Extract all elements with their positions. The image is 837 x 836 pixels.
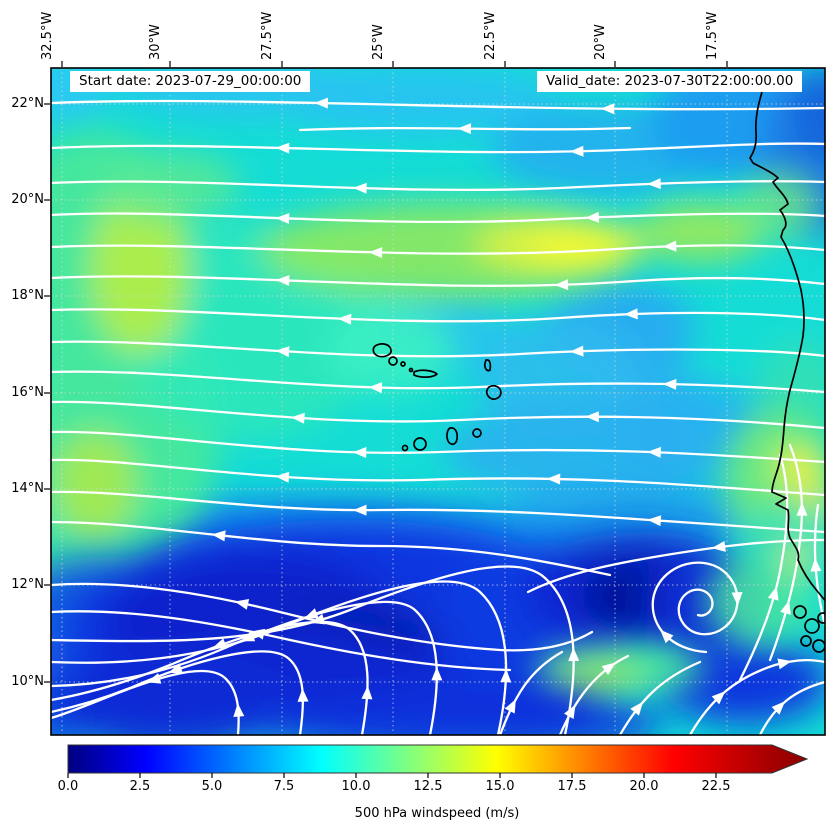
- streamline-arrowhead: [250, 628, 266, 640]
- streamline-arrowhead: [624, 308, 638, 320]
- lat-tick-label-5: 12°N: [11, 577, 44, 592]
- colorbar-ticks-marks: [67, 773, 717, 778]
- streamline-arrowhead: [275, 142, 290, 154]
- streamline-arrowhead: [352, 504, 367, 516]
- streamline-arrowhead: [146, 673, 162, 684]
- streamline-arrowhead: [431, 666, 443, 681]
- streamline-arrowhead: [731, 591, 743, 606]
- streamline-arrowhead: [662, 378, 677, 390]
- lat-tick-label-1: 20°N: [11, 192, 44, 207]
- streamline-arrowhead: [212, 638, 228, 649]
- colorbar-gradient-bar: [67, 744, 809, 774]
- streamline-arrowhead: [240, 631, 256, 642]
- top-axis-ticks: [61, 61, 728, 67]
- streamline-arrowheads: [146, 97, 822, 720]
- streamline-arrowhead: [290, 412, 305, 424]
- lon-tick-label-5: 20°W: [593, 24, 608, 60]
- streamline-arrowhead: [297, 688, 309, 702]
- streamline-arrowhead: [796, 502, 808, 516]
- streamline-arrowhead: [304, 608, 319, 619]
- streamline-arrowhead: [662, 240, 677, 252]
- streamline-arrowhead: [361, 685, 373, 700]
- colorbar-tick-label-3: 7.5: [273, 779, 295, 794]
- streamline-arrowhead: [310, 613, 326, 625]
- streamline-arrowhead: [630, 701, 644, 716]
- colorbar-tick-label-8: 20.0: [629, 779, 659, 794]
- left-axis-ticks: [44, 103, 50, 683]
- streamline-arrowhead: [314, 97, 329, 109]
- streamline-arrowhead: [211, 530, 226, 542]
- colorbar-tick-label-2: 5.0: [201, 779, 223, 794]
- streamline-arrowhead: [234, 599, 250, 610]
- lon-tick-label-6: 17.5°W: [705, 11, 720, 60]
- colorbar-tick-label-4: 10.0: [341, 779, 371, 794]
- streamline-arrowhead: [504, 699, 516, 714]
- colorbar-tick-label-9: 22.5: [701, 779, 731, 794]
- streamline-arrowhead: [457, 123, 472, 135]
- streamline-arrowhead: [585, 411, 599, 423]
- streamline-arrowhead: [554, 279, 569, 291]
- colorbar-tick-label-6: 15.0: [485, 779, 515, 794]
- streamline-arrowhead: [352, 447, 367, 459]
- streamline-arrowhead: [353, 182, 367, 194]
- streamline-arrowhead: [500, 668, 512, 683]
- cape-verde-islands: [372, 343, 502, 452]
- streamline-arrowhead: [767, 586, 779, 601]
- streamline-arrowhead: [275, 275, 290, 287]
- colorbar-tick-label-7: 17.5: [557, 779, 587, 794]
- streamline-arrowhead: [777, 658, 792, 670]
- lat-tick-label-2: 18°N: [11, 288, 44, 303]
- streamline-arrowhead: [337, 313, 352, 325]
- lat-tick-label-4: 14°N: [11, 481, 44, 496]
- streamline-arrowhead: [780, 600, 791, 615]
- coastline-path: [749, 91, 825, 653]
- streamline-arrowhead: [368, 382, 383, 394]
- streamline-arrowhead: [647, 178, 661, 190]
- colorbar-tick-label-1: 2.5: [129, 779, 151, 794]
- streamline-arrowhead: [585, 211, 600, 223]
- lat-tick-label-0: 22°N: [11, 96, 44, 111]
- windspeed-field-green-blobs: [51, 130, 820, 610]
- lat-tick-label-6: 10°N: [11, 674, 44, 689]
- colorbar-tick-label-5: 12.5: [413, 779, 443, 794]
- valid-date-label: Valid_date: 2023-07-30T22:00:00.00: [537, 71, 803, 92]
- map-border: [50, 67, 826, 736]
- lat-tick-label-3: 16°N: [11, 385, 44, 400]
- streamline-arrowhead: [168, 663, 184, 674]
- streamline-arrowhead: [275, 213, 290, 224]
- streamline-arrowhead: [771, 701, 786, 715]
- lon-tick-label-3: 25°W: [371, 24, 386, 60]
- streamline-arrowhead: [564, 704, 576, 720]
- streamline-arrowhead: [569, 145, 584, 157]
- streamline-arrowhead: [568, 647, 580, 662]
- streamline-arrowhead: [275, 471, 290, 483]
- streamline-arrowhead: [275, 346, 290, 358]
- colorbar-tick-label-0: 0.0: [57, 779, 79, 794]
- streamline-arrowhead: [546, 473, 561, 485]
- lon-tick-label-2: 27.5°W: [260, 11, 275, 60]
- colorbar: [67, 744, 809, 778]
- map-plot-area: [51, 68, 825, 735]
- streamline-arrowhead: [711, 540, 726, 552]
- lon-tick-label-0: 32.5°W: [40, 11, 55, 60]
- streamline-arrowhead: [810, 557, 822, 572]
- streamline-arrowhead: [569, 345, 584, 357]
- lon-tick-label-4: 22.5°W: [483, 11, 498, 60]
- streamline-arrowhead: [647, 515, 662, 527]
- streamline-arrowhead: [233, 703, 245, 718]
- colorbar-title: 500 hPa windspeed (m/s): [354, 806, 520, 821]
- streamline-arrowhead: [711, 691, 726, 705]
- lon-tick-label-1: 30°W: [148, 24, 163, 60]
- streamline-arrowhead: [368, 247, 383, 259]
- streamline-arrowhead: [660, 629, 674, 644]
- streamline-arrowhead: [647, 446, 661, 458]
- streamline-arrowhead: [600, 103, 615, 115]
- streamline-arrowhead: [601, 662, 616, 675]
- start-date-label: Start date: 2023-07-29_00:00:00: [70, 71, 311, 92]
